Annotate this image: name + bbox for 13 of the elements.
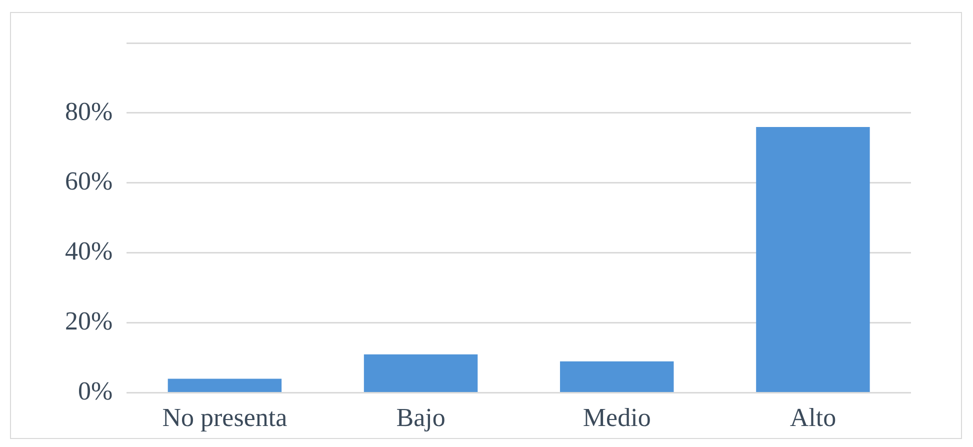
x-tick-label: No presenta [162, 403, 288, 432]
y-tick-label: 60% [64, 166, 113, 196]
x-tick-label: Alto [790, 403, 836, 432]
x-tick-label: Medio [582, 403, 651, 432]
x-tick-label: Bajo [396, 403, 446, 432]
bar [756, 126, 870, 392]
bar [560, 361, 674, 392]
bar [364, 354, 478, 392]
y-tick-label: 40% [64, 236, 113, 266]
y-tick-label: 80% [64, 96, 113, 126]
y-tick-label: 0% [78, 376, 113, 406]
y-tick-label: 20% [64, 306, 113, 336]
bar [168, 378, 282, 392]
